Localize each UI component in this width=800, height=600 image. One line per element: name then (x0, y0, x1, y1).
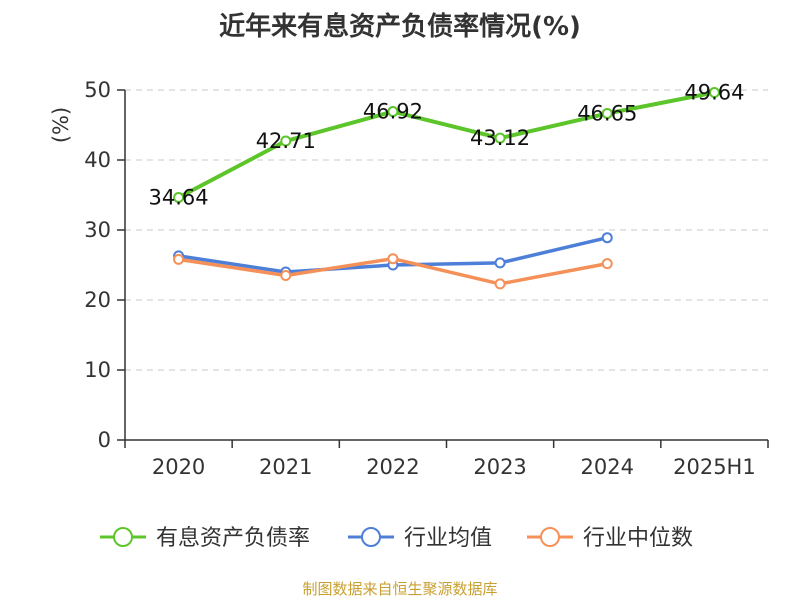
data-point (387, 253, 399, 265)
data-point (601, 258, 613, 270)
legend-item[interactable]: 行业中位数 (527, 526, 693, 551)
data-label: 42.71 (256, 129, 316, 153)
data-point (280, 270, 292, 281)
x-tick-label: 2025H1 (673, 455, 756, 479)
y-axis-label: (%) (49, 107, 73, 143)
series-line (177, 90, 715, 200)
axes: 0 10 20 30 40 50 (%) 2020 2021 2022 2023 2024 2025H1 (49, 78, 769, 479)
data-label: 43.12 (470, 126, 530, 150)
legend-label: 行业中位数 (583, 526, 693, 551)
legend-item[interactable]: 有息资产负债率 (100, 526, 310, 551)
data-label: 34.64 (149, 186, 209, 210)
data-point (173, 253, 185, 265)
legend[interactable]: 有息资产负债率 行业均值 行业中位数 (100, 526, 693, 551)
data-point (494, 257, 506, 269)
y-tick-label: 10 (84, 358, 111, 382)
data-point (601, 232, 613, 244)
grid-lines (125, 89, 768, 371)
x-tick-label: 2022 (366, 455, 419, 479)
legend-swatch-marker (113, 527, 133, 547)
data-label: 46.65 (577, 101, 637, 125)
data-label: 49.64 (684, 81, 744, 105)
data-point (173, 192, 185, 204)
series-lines (173, 87, 720, 290)
y-tick-label: 0 (98, 428, 111, 452)
legend-label: 有息资产负债率 (156, 526, 310, 551)
legend-swatch-marker (540, 527, 560, 547)
legend-swatch-marker (361, 527, 381, 547)
y-tick-label: 20 (84, 288, 111, 312)
data-point (494, 278, 506, 290)
y-tick-label: 30 (84, 218, 111, 242)
chart-title: 近年来有息资产负债率情况(%) (219, 12, 581, 42)
x-tick-label: 2021 (259, 455, 312, 479)
data-point (601, 107, 613, 119)
y-tick-label: 50 (84, 78, 111, 102)
legend-item[interactable]: 行业均值 (348, 526, 492, 551)
x-tick-label: 2023 (473, 455, 526, 479)
data-point (387, 106, 399, 118)
legend-label: 行业均值 (404, 526, 492, 551)
data-point (280, 135, 292, 147)
x-tick-label: 2024 (581, 455, 634, 479)
data-labels: 34.64 42.71 46.92 43.12 46.65 49.64 (149, 81, 745, 210)
x-tick-label: 2020 (152, 455, 205, 479)
data-label: 46.92 (363, 100, 423, 124)
data-point (494, 132, 506, 144)
data-point (708, 87, 720, 99)
y-tick-label: 40 (84, 148, 111, 172)
source-note: 制图数据来自恒生聚源数据库 (302, 580, 498, 598)
